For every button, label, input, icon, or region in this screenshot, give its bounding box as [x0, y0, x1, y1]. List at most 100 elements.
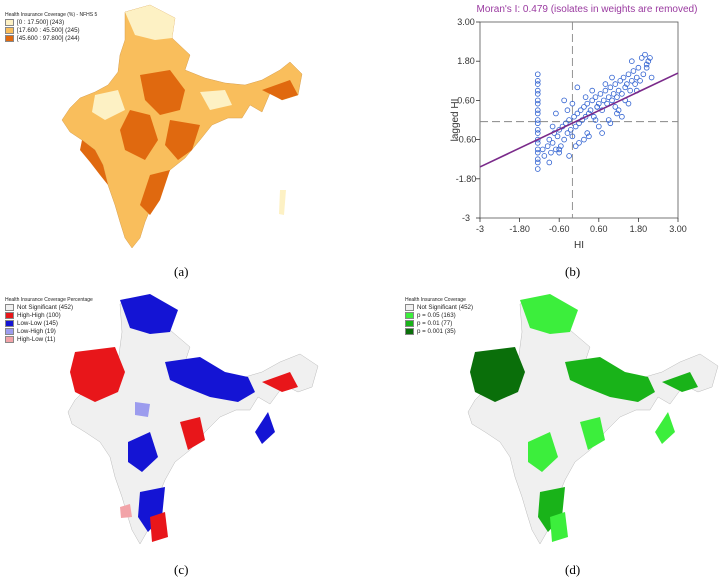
scatter-point	[534, 130, 541, 136]
x-tick-label: 3.00	[669, 224, 687, 234]
legend-item: p = 0.01 (77)	[405, 319, 473, 327]
scatter-point	[534, 149, 541, 156]
caption-a: (a)	[174, 264, 189, 279]
scatter-point	[534, 117, 541, 123]
scatter-point	[564, 107, 571, 113]
scatter-point	[605, 94, 612, 100]
scatter-point	[609, 74, 615, 81]
scatter-point	[648, 74, 655, 81]
legend-label: p = 0.01 (77)	[417, 319, 453, 327]
legend-swatch	[405, 311, 414, 319]
scatter-point	[610, 91, 617, 97]
x-axis-label: HI	[574, 240, 584, 251]
scatter-point	[619, 91, 625, 97]
scatter-point	[582, 113, 589, 120]
scatter-point	[566, 153, 572, 159]
scatter-point	[617, 78, 624, 84]
x-tick-label: -3	[476, 224, 484, 234]
legend-swatch	[5, 34, 14, 42]
y-tick-label: -3	[462, 213, 470, 223]
scatter-point	[596, 123, 602, 130]
scatter-point	[638, 55, 645, 61]
scatter-point	[534, 97, 541, 104]
map-panel-a: Health Insurance Coverage (%) - NFHS 5 […	[0, 0, 360, 290]
scatter-point	[534, 91, 541, 97]
scatter-point	[627, 87, 633, 94]
scatter-point	[567, 127, 574, 133]
legend-c: Health Insurance Coverage Percentage Not…	[5, 297, 93, 343]
y-axis-label: lagged HI	[450, 99, 461, 142]
scatter-point	[607, 84, 614, 91]
legend-title: Health Insurance Coverage	[405, 297, 466, 303]
scatter-point	[534, 146, 541, 153]
legend-label: [0 : 17.500] (243)	[17, 18, 65, 26]
scatter-point	[647, 55, 653, 61]
scatter-point	[569, 100, 576, 107]
scatter-point	[556, 149, 563, 156]
legend-swatch	[5, 26, 14, 34]
scatter-point	[587, 107, 594, 113]
scatter-point	[632, 81, 638, 87]
scatter-point	[534, 159, 541, 166]
scatter-point	[589, 97, 596, 104]
map-panel-c: Health Insurance Coverage Percentage Not…	[0, 292, 360, 584]
legend-swatch	[405, 303, 414, 311]
scatter-point	[534, 140, 541, 146]
scatter-point	[534, 78, 541, 84]
scatter-point	[541, 153, 548, 159]
scatter-point	[534, 71, 541, 78]
scatter-point	[556, 146, 563, 153]
scatter-point	[534, 120, 541, 127]
scatter-point	[546, 136, 553, 143]
scatter-point	[612, 104, 619, 110]
legend-label: [45.600 : 97.800] (244)	[17, 34, 80, 42]
y-tick-label: 3.00	[457, 17, 475, 27]
scatter-point	[584, 130, 591, 136]
scatter-panel-b: Moran's I: 0.479 (isolates in weights ar…	[400, 0, 727, 290]
scatter-point	[549, 123, 556, 130]
scatter-point	[569, 133, 576, 140]
legend-a: Health Insurance Coverage (%) - NFHS 5 […	[5, 12, 97, 42]
scatter-point	[534, 100, 541, 107]
scatter-point	[534, 166, 541, 172]
legend-item: High-Low (11)	[5, 335, 93, 343]
legend-swatch	[5, 335, 14, 343]
scatter-point	[642, 51, 648, 58]
map-panel-d: Health Insurance Coverage Not Significan…	[400, 292, 727, 584]
scatter-point	[539, 146, 546, 153]
legend-label: p = 0.001 (35)	[417, 327, 456, 335]
legend-item: High-High (100)	[5, 311, 93, 319]
scatter-point	[572, 123, 579, 130]
scatter-point	[581, 136, 587, 143]
scatter-point	[572, 143, 579, 149]
y-tick-label: 0.60	[457, 95, 475, 105]
legend-swatch	[405, 327, 414, 335]
caption-d: (d)	[565, 562, 581, 577]
scatter-point	[577, 107, 584, 113]
scatter-point	[625, 100, 632, 107]
scatter-point	[605, 117, 612, 123]
x-tick-label: -0.60	[549, 224, 570, 234]
scatter-point	[625, 71, 632, 78]
scatter-point	[596, 100, 602, 107]
scatter-point	[549, 140, 556, 146]
scatter-point	[637, 78, 643, 84]
legend-swatch	[5, 311, 14, 319]
scatter-point	[534, 127, 541, 133]
legend-label: [17.600 : 45.500] (245)	[17, 26, 80, 34]
legend-item: [45.600 : 97.800] (244)	[5, 34, 97, 42]
scatter-point	[553, 110, 559, 117]
legend-d: Health Insurance Coverage Not Significan…	[405, 297, 473, 335]
scatter-point	[534, 156, 541, 163]
legend-item: Not Significant (452)	[405, 303, 473, 311]
scatter-point	[614, 110, 620, 117]
scatter-point	[591, 113, 597, 120]
scatter-point	[633, 74, 640, 81]
scatter-point	[643, 64, 650, 71]
scatter-point	[597, 91, 604, 97]
legend-item: [0 : 17.500] (243)	[5, 18, 97, 26]
legend-item: Low-Low (145)	[5, 319, 93, 327]
scatter-point	[615, 87, 622, 94]
scatter-point	[599, 130, 605, 136]
scatter-point	[534, 87, 541, 94]
